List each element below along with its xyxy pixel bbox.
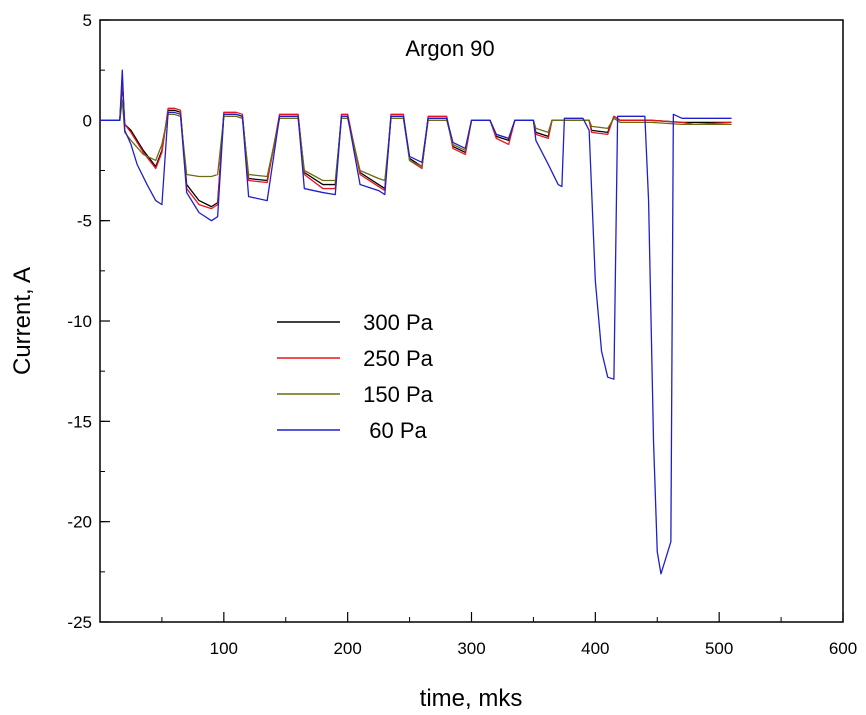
legend-label: 60 Pa xyxy=(369,418,427,443)
legend-label: 250 Pa xyxy=(363,346,433,371)
y-tick-label: 0 xyxy=(83,111,92,130)
y-tick-label: -25 xyxy=(67,613,92,632)
y-axis-title: Current, A xyxy=(9,267,36,375)
y-axis-ticks: 5 0 -5 -10 -15 -20 -25 xyxy=(67,11,110,632)
legend-label: 150 Pa xyxy=(363,382,433,407)
plot-area xyxy=(99,19,844,623)
x-tick-label: 400 xyxy=(581,639,609,658)
series-layer xyxy=(100,69,732,575)
x-axis-title: time, mks xyxy=(420,685,523,712)
y-tick-label: 5 xyxy=(83,11,92,30)
y-tick-label: -10 xyxy=(67,312,92,331)
legend-label: 300 Pa xyxy=(363,310,433,335)
chart-title: Argon 90 xyxy=(405,36,494,61)
series-line-60-pa xyxy=(100,69,732,575)
x-tick-label: 200 xyxy=(333,639,361,658)
x-tick-label: 600 xyxy=(829,639,857,658)
y-tick-label: -5 xyxy=(77,212,92,231)
x-tick-label: 500 xyxy=(705,639,733,658)
x-axis-ticks: 100 200 300 400 500 600 xyxy=(161,612,857,658)
x-tick-label: 100 xyxy=(210,639,238,658)
y-tick-label: -15 xyxy=(67,412,92,431)
series-line-150-pa xyxy=(100,99,732,182)
x-tick-label: 300 xyxy=(457,639,485,658)
legend: 300 Pa 250 Pa 150 Pa 60 Pa xyxy=(277,310,434,443)
y-tick-label: -20 xyxy=(67,513,92,532)
